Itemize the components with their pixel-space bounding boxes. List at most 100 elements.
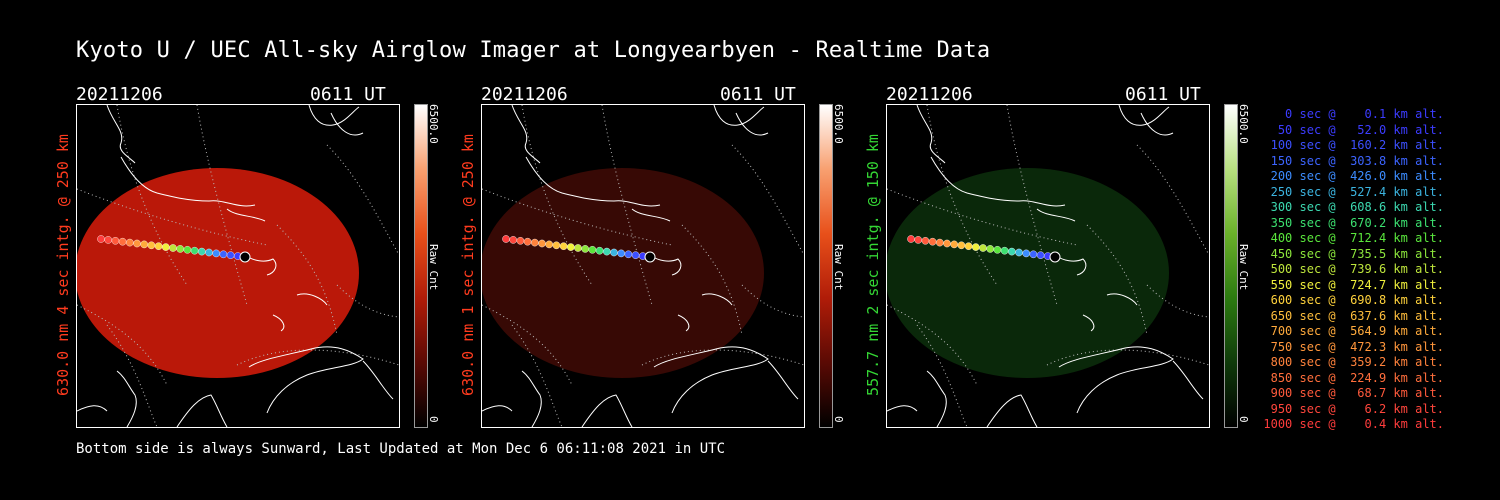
legend-row: 900 sec @ 68.7 km alt. — [1263, 386, 1444, 400]
trajectory-point — [140, 240, 148, 249]
coastline — [511, 105, 541, 164]
trajectory-point — [950, 240, 958, 249]
trajectory-point — [559, 242, 568, 250]
coastline — [713, 105, 765, 126]
coastline — [1172, 360, 1204, 400]
legend-row: 550 sec @ 724.7 km alt. — [1263, 277, 1444, 292]
panel-2-wavelength-label: 630.0 nm 1 sec intg. @ 250 km — [459, 134, 477, 396]
lat-lon-grid-line — [276, 224, 338, 336]
trajectory-point — [502, 235, 510, 243]
trajectory-point — [552, 241, 561, 250]
trajectory-point — [943, 239, 951, 248]
trajectory-point — [624, 250, 633, 259]
trajectory-point — [97, 235, 105, 243]
trajectory-point — [914, 236, 923, 244]
trajectory-point — [545, 240, 553, 249]
legend-row: 350 sec @ 670.2 km alt. — [1263, 215, 1444, 230]
lat-lon-grid-line — [731, 144, 804, 256]
lat-lon-grid-line — [1086, 224, 1148, 336]
lat-lon-grid-line — [326, 144, 399, 256]
lat-lon-grid-line — [681, 224, 743, 336]
lat-lon-grid-line — [521, 105, 593, 286]
legend-row: 800 sec @ 359.2 km alt. — [1263, 355, 1444, 369]
panel-1-wavelength-label: 630.0 nm 4 sec intg. @ 250 km — [54, 134, 72, 396]
lat-lon-grid-line — [1046, 349, 1209, 366]
lat-lon-grid-line — [116, 105, 188, 286]
legend-row: 450 sec @ 735.5 km alt. — [1263, 246, 1444, 261]
legend-row: 750 sec @ 472.3 km alt. — [1263, 339, 1444, 354]
panel-3-colorbar-max: 6500.0 — [1237, 104, 1250, 144]
coastline — [120, 156, 256, 207]
panel-3-date: 20211206 — [886, 84, 973, 105]
panel-1-colorbar — [414, 104, 428, 428]
coastline — [1058, 346, 1174, 414]
trajectory-point — [162, 243, 170, 251]
coastline — [272, 314, 285, 332]
coastline — [1106, 293, 1138, 306]
panel-1-image — [76, 104, 400, 428]
coastline — [244, 254, 277, 276]
lat-lon-grid-line — [887, 188, 1078, 246]
trajectory-point — [126, 238, 134, 247]
lat-lon-grid-line — [482, 188, 673, 246]
lat-lon-grid-line — [887, 304, 978, 386]
coastline — [701, 293, 733, 306]
lat-lon-grid-line — [641, 349, 804, 366]
trajectory-point — [588, 245, 597, 254]
trajectory-point — [610, 248, 618, 257]
legend-row: 600 sec @ 690.8 km alt. — [1263, 293, 1444, 307]
trajectory-point — [538, 239, 546, 248]
legend-row: 850 sec @ 224.9 km alt. — [1263, 370, 1444, 385]
trajectory-point — [147, 241, 156, 250]
coastline — [330, 112, 364, 136]
coastline — [649, 254, 682, 276]
coastline — [1054, 254, 1087, 276]
panel-2-time: 0611 UT — [720, 84, 796, 105]
legend-row: 700 sec @ 564.9 km alt. — [1263, 324, 1444, 338]
panel-3-wavelength-label: 557.7 nm 2 sec intg. @ 150 km — [864, 134, 882, 396]
trajectory-point — [133, 239, 141, 248]
trajectory-point — [219, 250, 228, 259]
coastline — [926, 370, 947, 427]
coastline — [1082, 314, 1095, 332]
panel-3-colorbar-label: Raw Cnt — [1237, 244, 1250, 291]
trajectory-point — [907, 235, 915, 243]
panel-1-colorbar-max: 6500.0 — [427, 104, 440, 144]
coastline — [930, 156, 1066, 207]
lat-lon-grid-line — [77, 304, 168, 386]
lat-lon-grid-line — [1136, 144, 1209, 256]
trajectory-point — [176, 245, 184, 253]
coastline — [767, 360, 799, 400]
lat-lon-grid-line — [482, 304, 573, 386]
coastline — [308, 105, 360, 126]
trajectory-point — [104, 236, 113, 244]
footer-status: Bottom side is always Sunward, Last Upda… — [76, 441, 726, 457]
panel-2-colorbar-label: Raw Cnt — [832, 244, 845, 291]
panel-1-date: 20211206 — [76, 84, 163, 105]
coastline — [116, 370, 137, 427]
trajectory-point — [921, 236, 930, 245]
coastline — [677, 314, 690, 332]
coastline — [887, 405, 918, 412]
panel-1-time: 0611 UT — [310, 84, 386, 105]
legend-row: 50 sec @ 52.0 km alt. — [1263, 122, 1444, 137]
coastline — [1036, 208, 1076, 222]
coastline — [1118, 105, 1170, 126]
trajectory-point — [972, 243, 980, 251]
trajectory-point — [531, 238, 539, 247]
lat-lon-grid-line — [77, 188, 268, 246]
coastline — [1140, 112, 1174, 136]
panel-1-colorbar-min: 0 — [427, 416, 440, 423]
trajectory-point — [644, 251, 656, 263]
trajectory-point — [964, 242, 973, 250]
coastline — [482, 405, 513, 412]
legend-row: 950 sec @ 6.2 km alt. — [1263, 401, 1444, 416]
trajectory-legend: 0 sec @ 0.1 km alt. 50 sec @ 52.0 km alt… — [1262, 107, 1444, 433]
trajectory-point — [183, 245, 192, 254]
trajectory-point — [111, 236, 120, 245]
trajectory-point — [239, 251, 251, 263]
panel-2-colorbar-max: 6500.0 — [832, 104, 845, 144]
lat-lon-grid-line — [926, 105, 998, 286]
legend-row: 150 sec @ 303.8 km alt. — [1263, 153, 1444, 168]
trajectory-point — [979, 244, 987, 252]
